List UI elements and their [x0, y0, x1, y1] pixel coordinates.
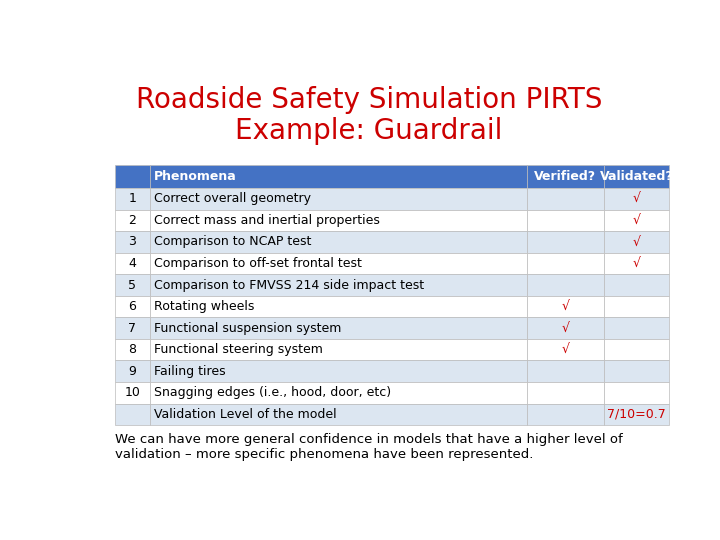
Bar — [604, 339, 670, 361]
Text: 2: 2 — [128, 214, 136, 227]
Text: √: √ — [562, 322, 570, 335]
Text: Failing tires: Failing tires — [154, 364, 226, 378]
Bar — [604, 231, 670, 253]
Bar — [150, 274, 527, 296]
Text: Verified?: Verified? — [534, 170, 596, 183]
Text: Correct mass and inertial properties: Correct mass and inertial properties — [154, 214, 380, 227]
Bar — [115, 318, 150, 339]
Bar — [527, 210, 604, 231]
Text: Example: Guardrail: Example: Guardrail — [235, 117, 503, 145]
Bar — [527, 361, 604, 382]
Bar — [150, 339, 527, 361]
Bar — [604, 403, 670, 425]
Bar — [604, 274, 670, 296]
Bar — [527, 165, 604, 188]
Bar — [527, 382, 604, 403]
Bar — [150, 403, 527, 425]
Bar — [527, 253, 604, 274]
Bar — [150, 253, 527, 274]
Bar — [604, 210, 670, 231]
Text: 7: 7 — [128, 322, 136, 335]
Text: Functional steering system: Functional steering system — [154, 343, 323, 356]
Bar — [115, 339, 150, 361]
Text: Roadside Safety Simulation PIRTS: Roadside Safety Simulation PIRTS — [136, 86, 602, 114]
Text: 10: 10 — [125, 386, 140, 399]
Text: Comparison to NCAP test: Comparison to NCAP test — [154, 235, 312, 248]
Bar — [527, 231, 604, 253]
Bar — [527, 318, 604, 339]
Bar — [115, 361, 150, 382]
Bar — [115, 253, 150, 274]
Bar — [150, 188, 527, 210]
Bar — [115, 296, 150, 318]
Text: 3: 3 — [128, 235, 136, 248]
Bar — [150, 361, 527, 382]
Bar — [150, 210, 527, 231]
Text: 4: 4 — [128, 257, 136, 270]
Text: Rotating wheels: Rotating wheels — [154, 300, 255, 313]
Bar — [115, 403, 150, 425]
Bar — [527, 274, 604, 296]
Text: Validation Level of the model: Validation Level of the model — [154, 408, 337, 421]
Bar — [527, 296, 604, 318]
Text: 1: 1 — [128, 192, 136, 205]
Text: 7/10=0.7: 7/10=0.7 — [607, 408, 666, 421]
Text: 6: 6 — [128, 300, 136, 313]
Bar — [115, 165, 150, 188]
Text: Comparison to off-set frontal test: Comparison to off-set frontal test — [154, 257, 362, 270]
Text: √: √ — [633, 192, 641, 205]
Bar — [527, 403, 604, 425]
Bar — [150, 231, 527, 253]
Text: 8: 8 — [128, 343, 136, 356]
Bar — [115, 210, 150, 231]
Bar — [115, 231, 150, 253]
Bar — [115, 274, 150, 296]
Text: √: √ — [633, 214, 641, 227]
Text: Functional suspension system: Functional suspension system — [154, 322, 341, 335]
Bar — [527, 188, 604, 210]
Text: 5: 5 — [128, 279, 136, 292]
Bar — [604, 188, 670, 210]
Text: √: √ — [562, 300, 570, 313]
Bar — [115, 382, 150, 403]
Bar — [150, 296, 527, 318]
Text: √: √ — [562, 343, 570, 356]
Bar — [604, 296, 670, 318]
Bar — [115, 188, 150, 210]
Bar — [150, 165, 527, 188]
Text: 9: 9 — [128, 364, 136, 378]
Text: Phenomena: Phenomena — [154, 170, 237, 183]
Text: Comparison to FMVSS 214 side impact test: Comparison to FMVSS 214 side impact test — [154, 279, 424, 292]
Bar — [604, 318, 670, 339]
Text: √: √ — [633, 235, 641, 248]
Text: Validated?: Validated? — [600, 170, 673, 183]
Bar — [604, 253, 670, 274]
Text: √: √ — [633, 257, 641, 270]
Bar — [527, 339, 604, 361]
Bar — [604, 382, 670, 403]
Bar — [150, 318, 527, 339]
Text: We can have more general confidence in models that have a higher level of
valida: We can have more general confidence in m… — [115, 433, 623, 461]
Text: Correct overall geometry: Correct overall geometry — [154, 192, 311, 205]
Bar — [150, 382, 527, 403]
Bar — [604, 361, 670, 382]
Text: Snagging edges (i.e., hood, door, etc): Snagging edges (i.e., hood, door, etc) — [154, 386, 391, 399]
Bar — [604, 165, 670, 188]
